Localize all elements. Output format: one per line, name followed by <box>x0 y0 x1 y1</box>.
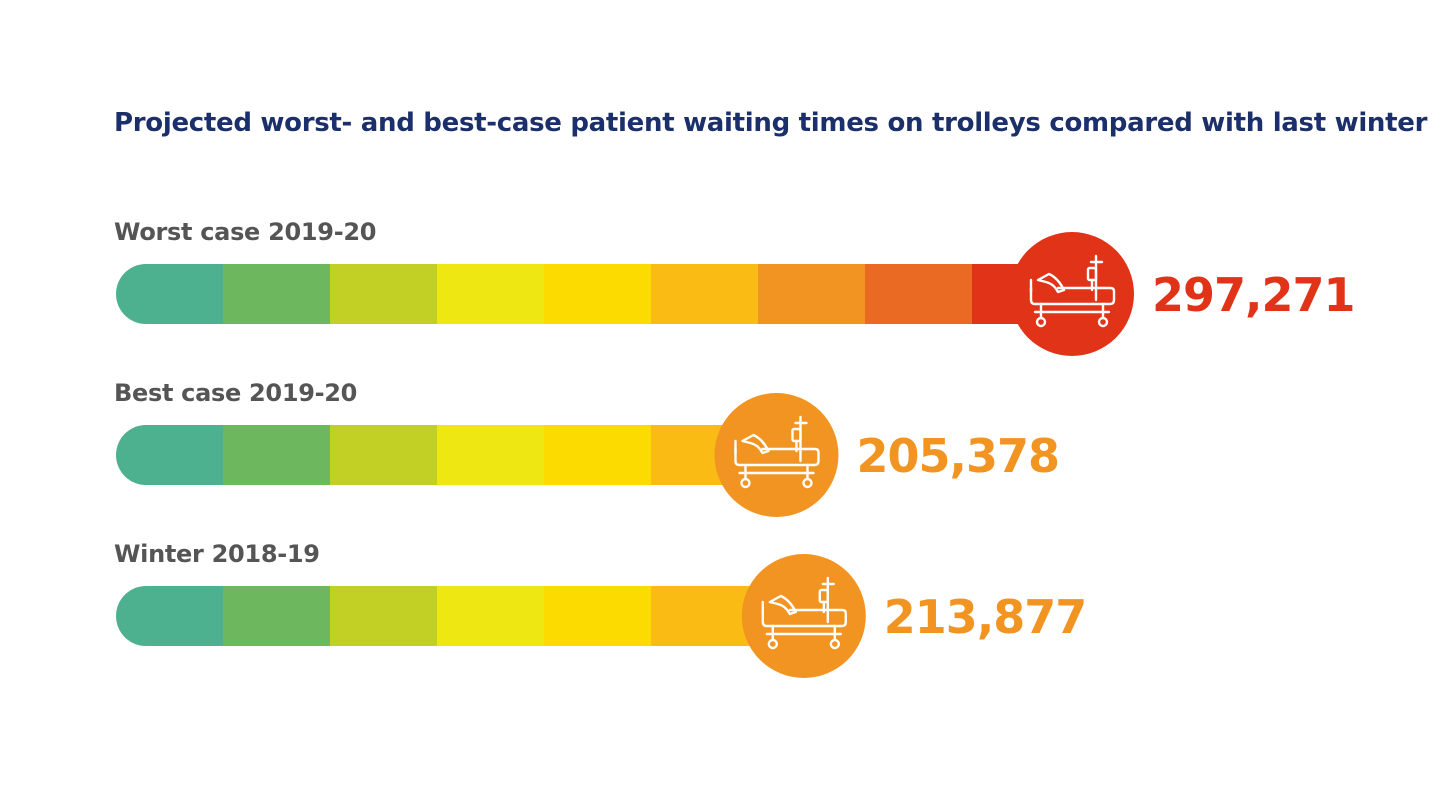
category-label: Worst case 2019-20 <box>114 218 376 246</box>
bar-segment <box>223 264 331 324</box>
bar-end-marker <box>1010 232 1134 356</box>
hospital-trolley-icon <box>734 415 820 489</box>
category-label: Winter 2018-19 <box>114 540 320 568</box>
bar-row: Best case 2019-20 205,378 <box>114 379 1060 517</box>
bar-end-marker <box>741 554 866 678</box>
bar-segment <box>116 425 224 485</box>
bar <box>116 264 1080 324</box>
bar-segment <box>116 264 224 324</box>
value-label: 205,378 <box>856 429 1059 483</box>
bar-segment <box>330 425 438 485</box>
bar-row: Winter 2018-19 213,877 <box>114 540 1087 678</box>
bar-segment <box>223 425 331 485</box>
bar-segment <box>116 586 224 646</box>
bar-segment <box>330 586 438 646</box>
chart-title: Projected worst- and best-case patient w… <box>114 108 1428 138</box>
bar-segment <box>437 264 545 324</box>
bar-segment <box>544 586 652 646</box>
value-label: 213,877 <box>884 590 1087 644</box>
hospital-trolley-icon <box>1029 254 1116 328</box>
bar-segment <box>330 264 438 324</box>
hospital-trolley-icon <box>761 576 848 650</box>
category-label: Best case 2019-20 <box>114 379 357 407</box>
value-label: 297,271 <box>1152 268 1355 322</box>
bar-segment <box>651 264 759 324</box>
bar-end-marker <box>714 393 839 517</box>
bar-segment <box>758 264 866 324</box>
bar-segment <box>544 425 652 485</box>
bar-segment <box>865 264 973 324</box>
bar-segment <box>437 586 545 646</box>
bar-segment <box>223 586 331 646</box>
bar-segment <box>544 264 652 324</box>
bar-row: Worst case 2019-20 297,271 <box>114 218 1356 356</box>
bar-segment <box>651 586 759 646</box>
bar-segment <box>437 425 545 485</box>
